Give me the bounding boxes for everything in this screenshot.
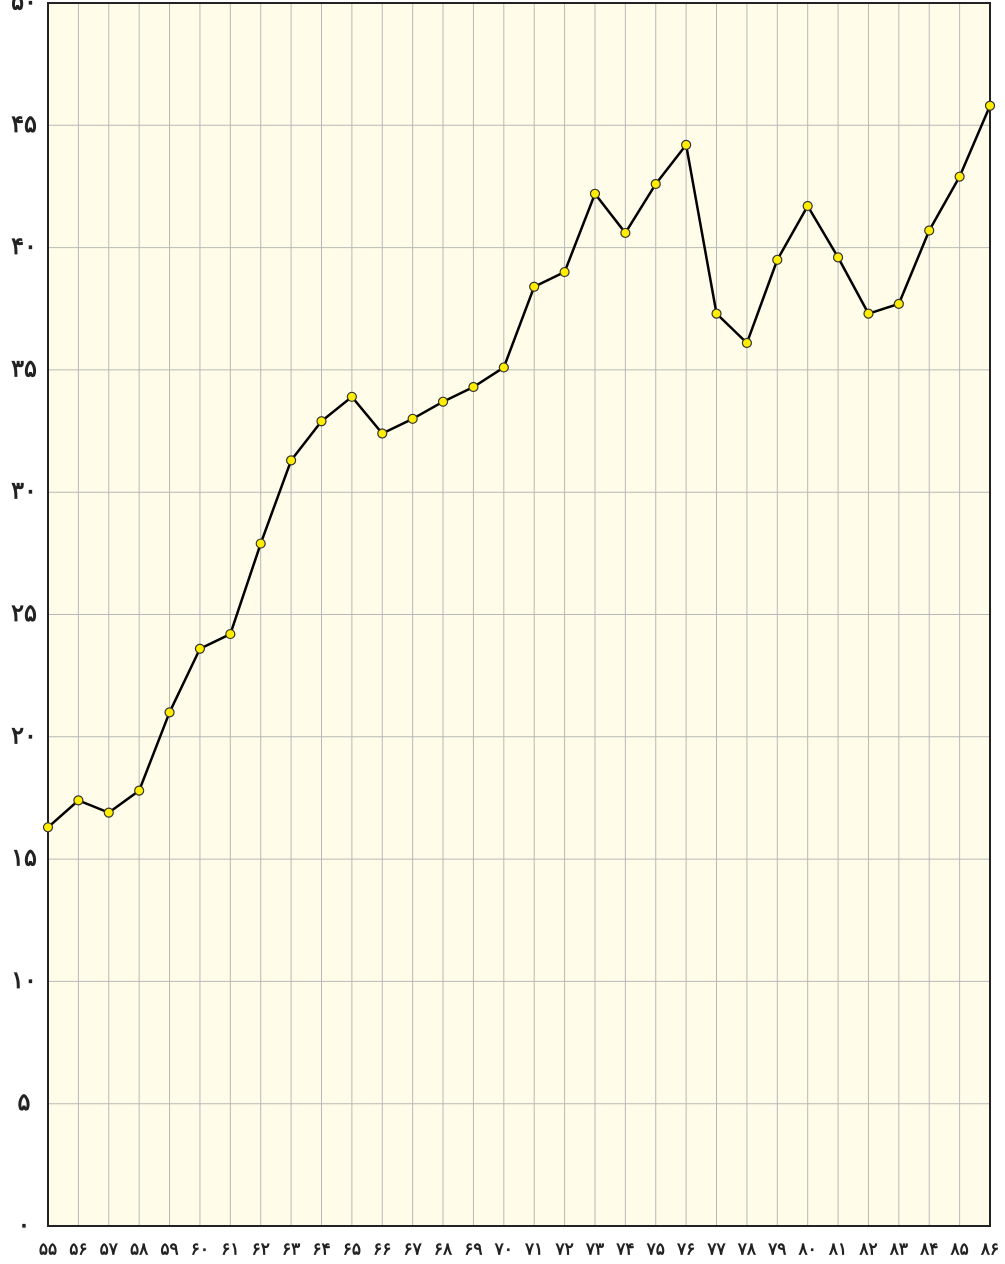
x-tick-label: ۸۴ [919, 1240, 938, 1260]
x-tick-label: ۶۵ [343, 1240, 361, 1260]
point [134, 785, 145, 796]
x-tick-label: ۷۹ [767, 1240, 786, 1260]
point [73, 795, 84, 806]
x-tick-label: ۸۲ [858, 1240, 877, 1260]
x-tick-label: ۵۶ [69, 1240, 87, 1260]
point [437, 396, 449, 407]
line [47, 105, 992, 829]
x-tick-label: ۷۱ [524, 1240, 543, 1260]
x-tick-label: ۷۷ [706, 1240, 726, 1260]
point [285, 455, 297, 466]
x-tick-label: ۸۶ [980, 1240, 999, 1260]
plot-border [47, 2, 991, 1227]
point [924, 225, 935, 236]
x-tick-label: ۶۴ [312, 1240, 330, 1260]
y-tick-label: ۲۰ [11, 720, 37, 749]
point [255, 538, 266, 549]
point [741, 337, 753, 349]
x-tick-label: ۶۰ [191, 1240, 209, 1260]
y-tick-label: ۱۰ [11, 965, 37, 994]
point [164, 707, 175, 718]
x-tick-label: ۶۲ [252, 1240, 270, 1260]
y-tick-label: ۲۵ [11, 598, 37, 627]
x-tick-label: ۶۹ [464, 1240, 482, 1260]
x-tick-label: ۸۰ [798, 1240, 817, 1260]
point [620, 227, 631, 239]
x-tick-label: ۶۷ [404, 1240, 423, 1260]
x-tick-label: ۸۵ [949, 1240, 968, 1260]
point [529, 281, 540, 292]
x-tick-label: ۵۵ [39, 1240, 57, 1260]
y-tick-label: ۱۵ [11, 843, 37, 872]
point [377, 428, 388, 439]
x-tick-label: ۷۰ [494, 1240, 513, 1260]
point [772, 254, 783, 265]
x-tick-label: ۶۱ [221, 1240, 239, 1260]
x-tick-label: ۶۸ [434, 1240, 453, 1260]
point [225, 628, 236, 640]
y-tick-label: ۰ [18, 1210, 31, 1239]
point [650, 178, 661, 190]
x-tick-label: ۵۹ [160, 1240, 178, 1260]
point [954, 171, 965, 182]
x-tick-label: ۸۳ [889, 1240, 908, 1260]
point [893, 298, 904, 309]
point [407, 413, 418, 424]
x-tick-label: ۶۶ [373, 1240, 391, 1260]
point [711, 308, 722, 319]
point [832, 252, 844, 263]
y-tick-label: ۵۰ [11, 0, 37, 16]
point [681, 139, 692, 150]
point [802, 200, 813, 212]
point [589, 188, 601, 199]
point [468, 381, 479, 393]
x-tick-label: ۸۱ [828, 1240, 847, 1260]
point [984, 100, 996, 111]
x-tick-label: ۷۳ [585, 1240, 604, 1260]
x-tick-label: ۷۴ [615, 1240, 634, 1260]
point [559, 266, 570, 278]
point [346, 391, 357, 402]
point [42, 822, 54, 833]
point [316, 416, 327, 427]
x-tick-label: ۵۸ [130, 1240, 149, 1260]
y-tick-label: ۳۰ [11, 476, 37, 505]
x-tick-label: ۷۶ [676, 1240, 695, 1260]
y-tick-label: ۴۵ [11, 109, 37, 138]
x-tick-label: ۵۷ [100, 1240, 119, 1260]
y-tick-label: ۵ [18, 1087, 31, 1116]
point [498, 362, 509, 373]
x-tick-label: ۶۳ [282, 1240, 300, 1260]
x-tick-label: ۷۵ [646, 1240, 665, 1260]
y-tick-label: ۳۵ [11, 353, 37, 382]
y-tick-label: ۴۰ [11, 231, 37, 260]
x-tick-label: ۷۲ [554, 1240, 573, 1260]
point [194, 643, 206, 654]
point [863, 308, 874, 319]
x-tick-label: ۷۸ [737, 1240, 757, 1260]
point [103, 807, 114, 818]
